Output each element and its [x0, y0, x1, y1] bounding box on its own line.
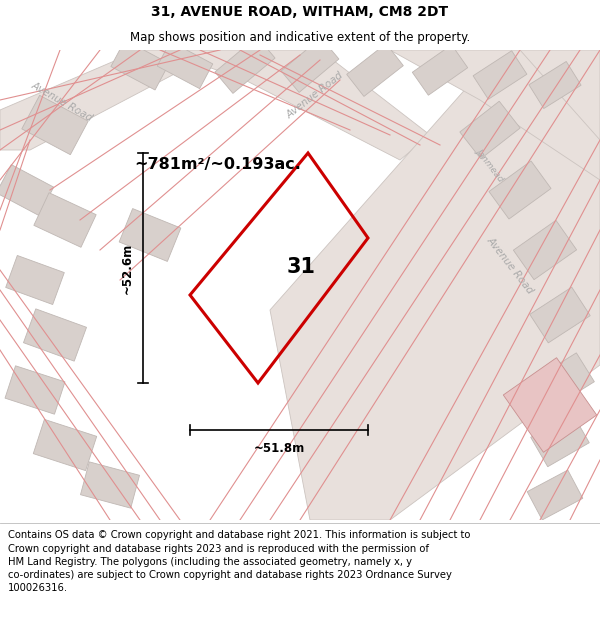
Polygon shape — [22, 96, 88, 154]
Polygon shape — [460, 101, 520, 159]
Text: ~52.6m: ~52.6m — [121, 242, 133, 294]
Polygon shape — [489, 161, 551, 219]
Text: ~781m²/~0.193ac.: ~781m²/~0.193ac. — [134, 158, 301, 172]
Polygon shape — [23, 309, 86, 361]
Polygon shape — [5, 366, 65, 414]
Text: Janmead: Janmead — [475, 147, 506, 183]
Polygon shape — [390, 50, 600, 180]
Text: 31: 31 — [287, 258, 316, 278]
Polygon shape — [412, 45, 467, 95]
Polygon shape — [473, 51, 527, 99]
Polygon shape — [33, 419, 97, 471]
Text: Avenue Road: Avenue Road — [485, 234, 535, 296]
Text: 31, AVENUE ROAD, WITHAM, CM8 2DT: 31, AVENUE ROAD, WITHAM, CM8 2DT — [151, 6, 449, 19]
Text: Contains OS data © Crown copyright and database right 2021. This information is : Contains OS data © Crown copyright and d… — [8, 531, 470, 593]
Polygon shape — [531, 413, 589, 467]
Polygon shape — [347, 44, 403, 96]
Polygon shape — [281, 38, 339, 92]
Polygon shape — [530, 287, 590, 343]
Polygon shape — [0, 164, 54, 216]
Polygon shape — [0, 50, 220, 150]
Polygon shape — [503, 357, 596, 452]
Polygon shape — [160, 50, 430, 160]
Text: Avenue Road: Avenue Road — [284, 70, 346, 120]
Polygon shape — [514, 221, 577, 279]
Polygon shape — [5, 256, 64, 304]
Polygon shape — [527, 470, 583, 520]
Polygon shape — [80, 462, 140, 508]
Text: Avenue Road: Avenue Road — [29, 81, 94, 124]
Polygon shape — [215, 37, 275, 93]
Polygon shape — [529, 61, 581, 109]
Polygon shape — [270, 50, 600, 520]
Polygon shape — [111, 40, 169, 90]
Text: ~51.8m: ~51.8m — [253, 441, 305, 454]
Polygon shape — [119, 209, 181, 261]
Polygon shape — [34, 192, 96, 248]
Text: Map shows position and indicative extent of the property.: Map shows position and indicative extent… — [130, 31, 470, 44]
Polygon shape — [536, 353, 595, 407]
Polygon shape — [157, 41, 213, 89]
